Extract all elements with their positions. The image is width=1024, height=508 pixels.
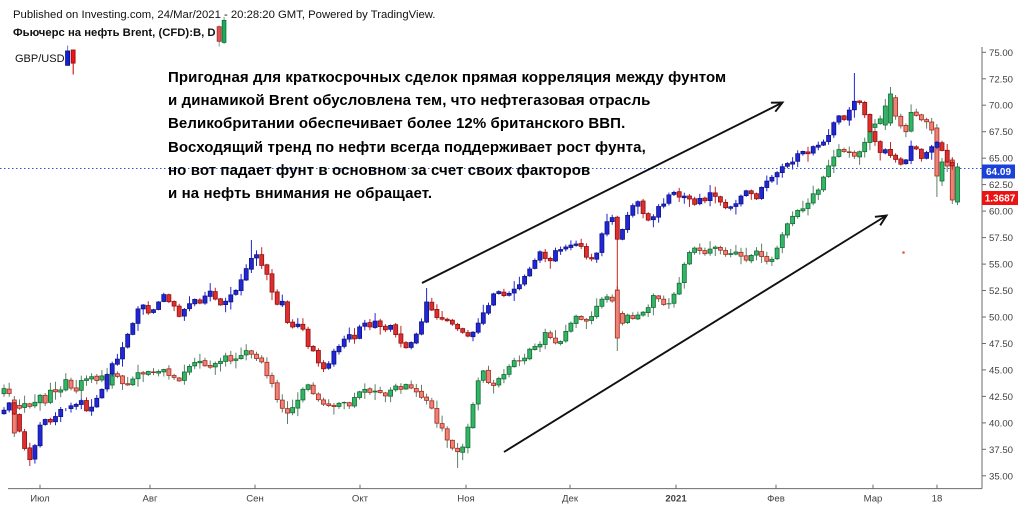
svg-text:70.00: 70.00 <box>989 101 1013 112</box>
svg-text:37.50: 37.50 <box>989 445 1013 456</box>
svg-text:2021: 2021 <box>665 494 687 505</box>
svg-text:45.00: 45.00 <box>989 365 1013 376</box>
svg-text:65.00: 65.00 <box>989 154 1013 165</box>
svg-text:67.50: 67.50 <box>989 127 1013 138</box>
svg-text:Ноя: Ноя <box>457 494 474 505</box>
svg-text:Авг: Авг <box>143 494 158 505</box>
svg-text:Сен: Сен <box>246 494 264 505</box>
svg-text:72.50: 72.50 <box>989 74 1013 85</box>
svg-text:57.50: 57.50 <box>989 233 1013 244</box>
svg-text:Мар: Мар <box>864 494 883 505</box>
svg-text:62.50: 62.50 <box>989 180 1013 191</box>
svg-text:60.00: 60.00 <box>989 207 1013 218</box>
svg-text:Дек: Дек <box>562 494 579 505</box>
svg-text:Июл: Июл <box>30 494 49 505</box>
svg-text:55.00: 55.00 <box>989 260 1013 271</box>
svg-text:1.3687: 1.3687 <box>985 194 1016 205</box>
svg-text:18: 18 <box>932 494 943 505</box>
svg-text:64.09: 64.09 <box>986 167 1011 178</box>
svg-text:35.00: 35.00 <box>989 471 1013 482</box>
svg-text:75.00: 75.00 <box>989 48 1013 59</box>
svg-text:50.00: 50.00 <box>989 313 1013 324</box>
svg-text:47.50: 47.50 <box>989 339 1013 350</box>
svg-text:Фев: Фев <box>767 494 785 505</box>
svg-text:40.00: 40.00 <box>989 418 1013 429</box>
svg-text:52.50: 52.50 <box>989 286 1013 297</box>
svg-text:42.50: 42.50 <box>989 392 1013 403</box>
svg-text:Окт: Окт <box>352 494 369 505</box>
